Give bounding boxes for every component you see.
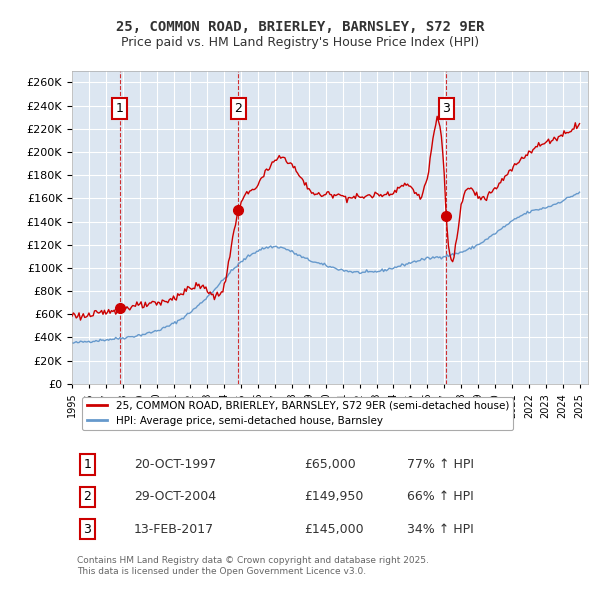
Text: 2: 2 [235, 102, 242, 115]
Text: 1: 1 [83, 458, 91, 471]
Text: 2: 2 [83, 490, 91, 503]
Text: 3: 3 [83, 523, 91, 536]
Text: 34% ↑ HPI: 34% ↑ HPI [407, 523, 474, 536]
Text: 25, COMMON ROAD, BRIERLEY, BARNSLEY, S72 9ER: 25, COMMON ROAD, BRIERLEY, BARNSLEY, S72… [116, 19, 484, 34]
Text: 66% ↑ HPI: 66% ↑ HPI [407, 490, 474, 503]
Text: 13-FEB-2017: 13-FEB-2017 [134, 523, 214, 536]
Legend: 25, COMMON ROAD, BRIERLEY, BARNSLEY, S72 9ER (semi-detached house), HPI: Average: 25, COMMON ROAD, BRIERLEY, BARNSLEY, S72… [82, 396, 513, 430]
Text: 29-OCT-2004: 29-OCT-2004 [134, 490, 216, 503]
Text: £149,950: £149,950 [304, 490, 364, 503]
Text: 1: 1 [116, 102, 124, 115]
Text: Price paid vs. HM Land Registry's House Price Index (HPI): Price paid vs. HM Land Registry's House … [121, 36, 479, 49]
Text: £145,000: £145,000 [304, 523, 364, 536]
Text: Contains HM Land Registry data © Crown copyright and database right 2025.
This d: Contains HM Land Registry data © Crown c… [77, 556, 429, 576]
Text: 20-OCT-1997: 20-OCT-1997 [134, 458, 216, 471]
Text: £65,000: £65,000 [304, 458, 356, 471]
Text: 77% ↑ HPI: 77% ↑ HPI [407, 458, 475, 471]
Text: 3: 3 [442, 102, 450, 115]
